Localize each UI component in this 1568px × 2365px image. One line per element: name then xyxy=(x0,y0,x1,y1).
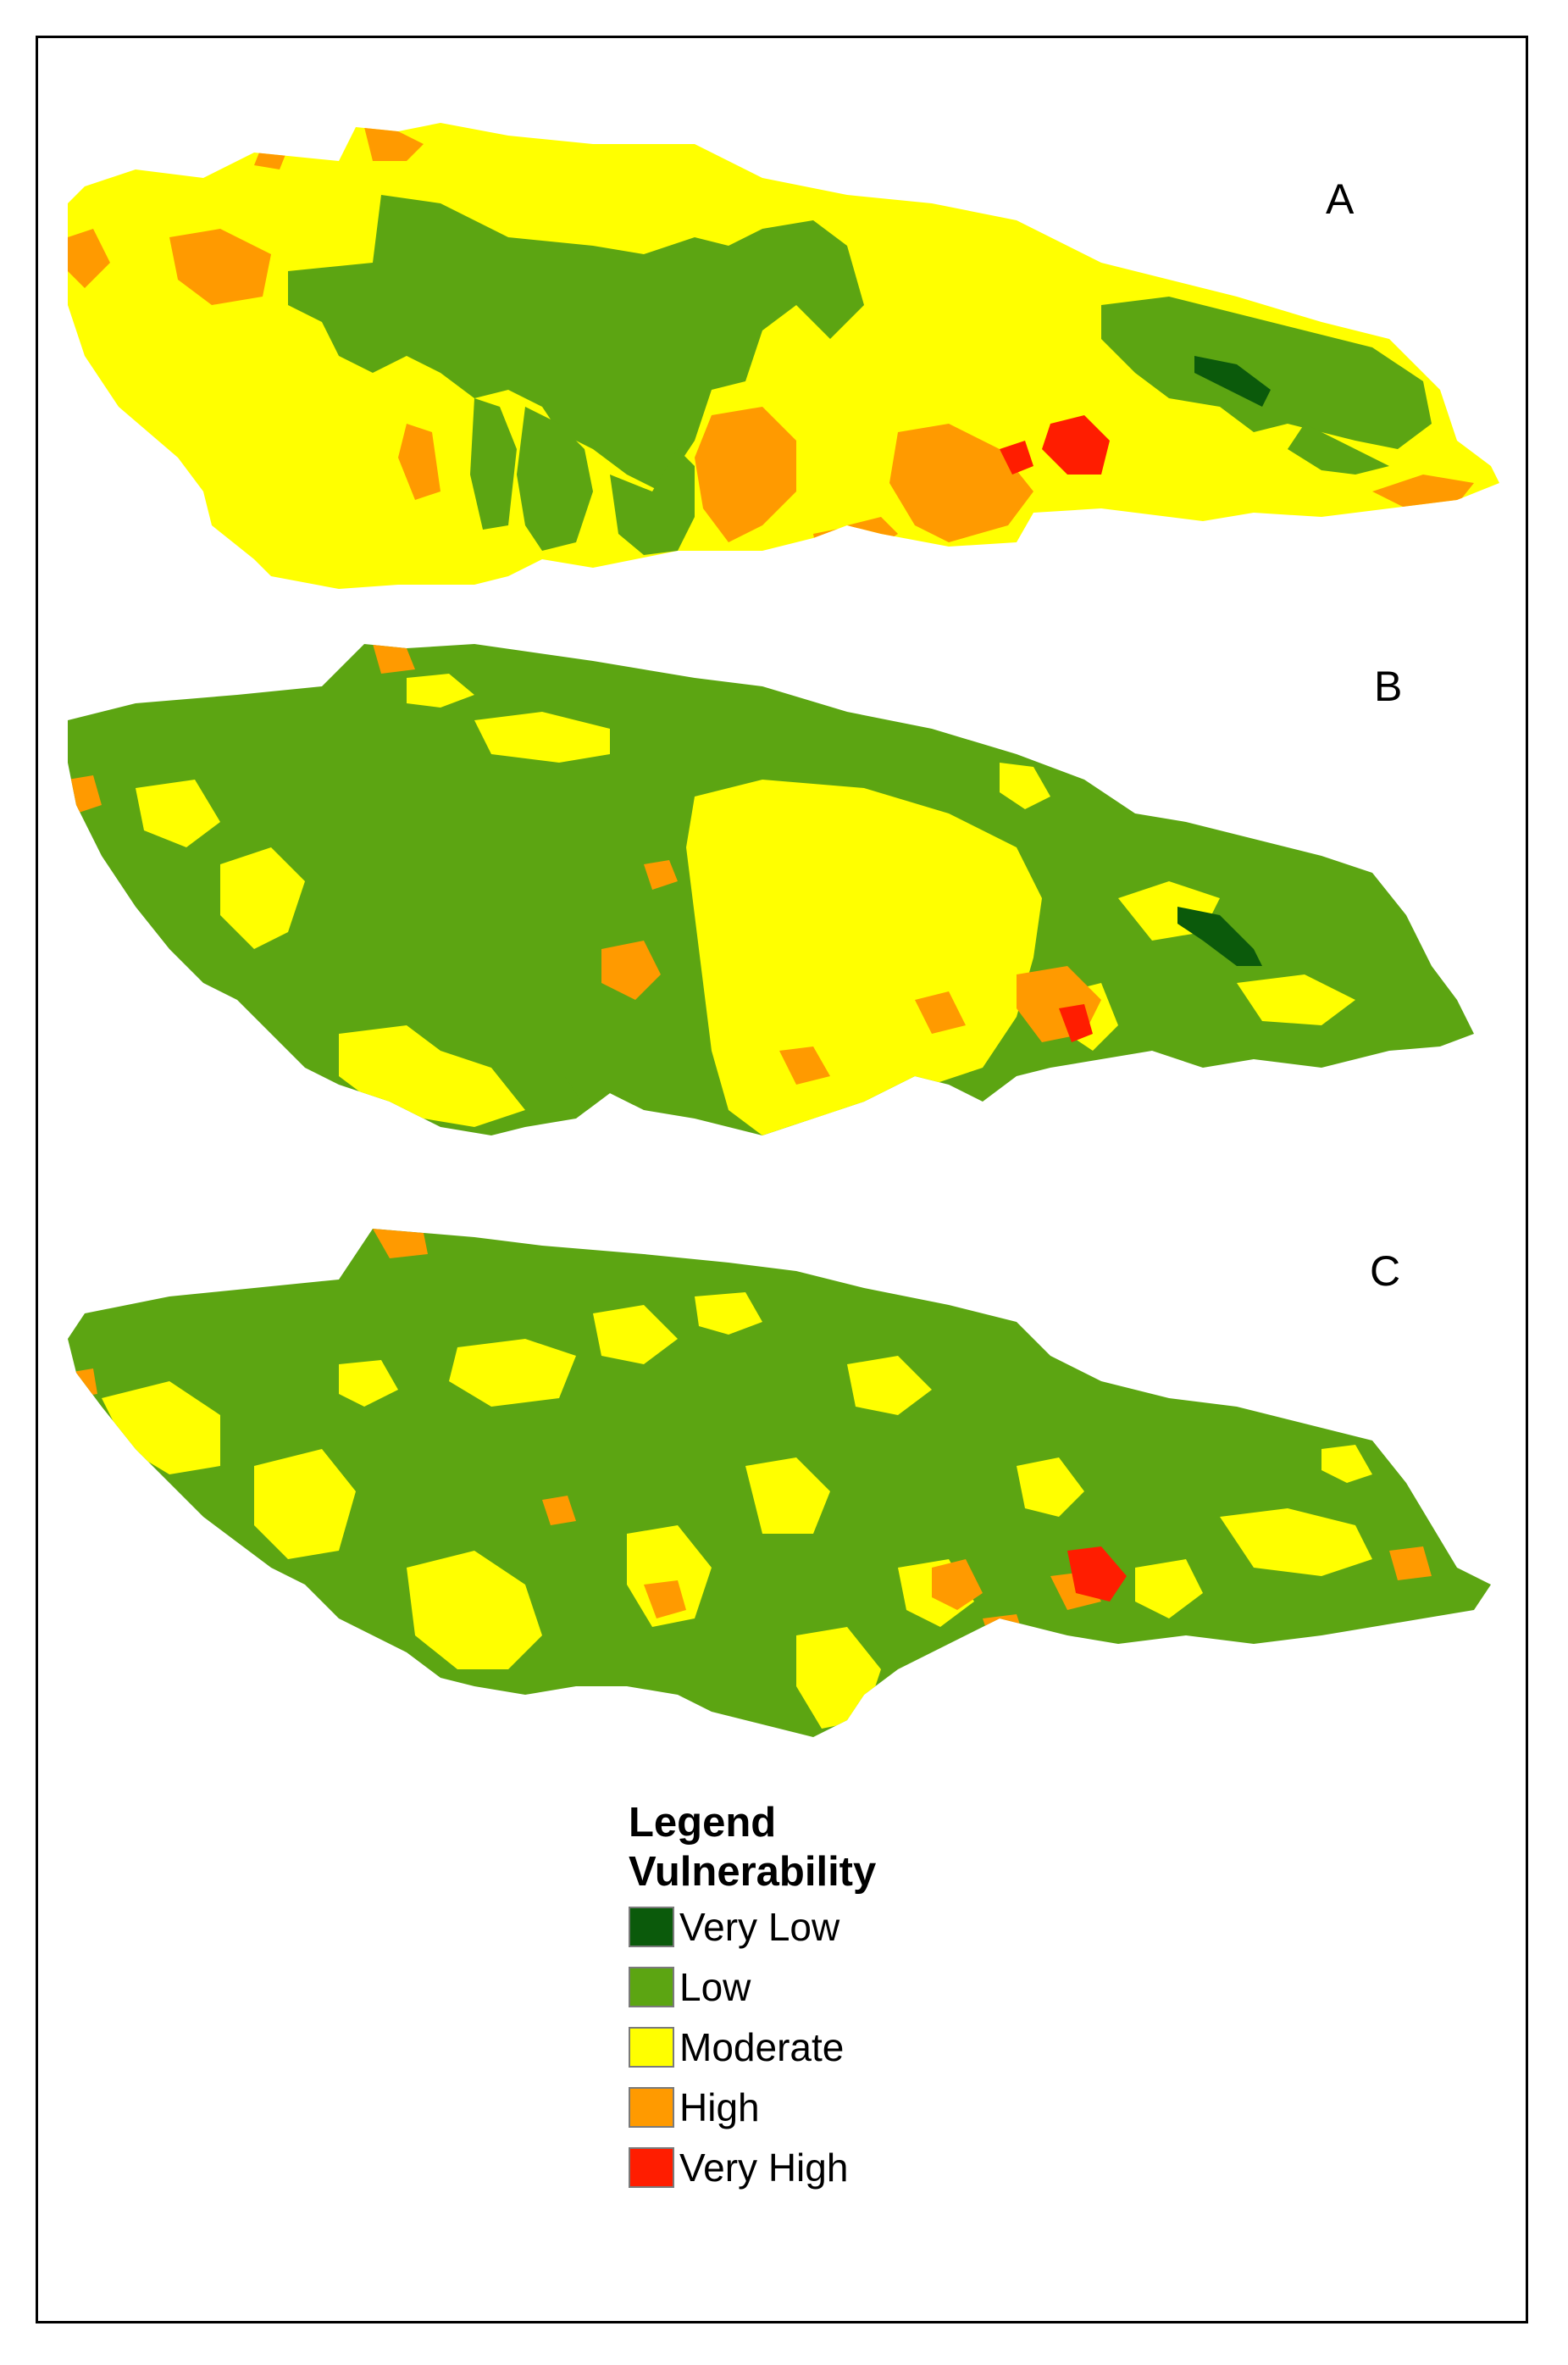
map-panel-c: C xyxy=(0,1212,1568,1788)
legend-label-very-high: Very High xyxy=(679,2145,849,2190)
legend-item-very-low: Very Low xyxy=(629,1896,1052,1957)
map-c xyxy=(68,1229,1491,1737)
legend-swatch-low xyxy=(629,1966,674,2007)
panel-label-a: A xyxy=(1326,175,1355,223)
map-panel-a: A xyxy=(0,51,1568,627)
legend-label-very-low: Very Low xyxy=(679,1904,840,1949)
legend-item-high: High xyxy=(629,2077,1052,2137)
map-legend: Legend Vulnerability Very Low Low Modera… xyxy=(629,1798,1052,2197)
map-panel-b: B xyxy=(0,627,1568,1203)
legend-label-moderate: Moderate xyxy=(679,2024,845,2069)
panel-label-c: C xyxy=(1370,1247,1401,1295)
legend-item-very-high: Very High xyxy=(629,2137,1052,2197)
legend-label-high: High xyxy=(679,2085,760,2129)
legend-swatch-high xyxy=(629,2086,674,2128)
panel-label-b: B xyxy=(1374,663,1403,710)
legend-item-moderate: Moderate xyxy=(629,2017,1052,2077)
map-b xyxy=(68,644,1474,1135)
legend-item-low: Low xyxy=(629,1957,1052,2017)
legend-swatch-very-low xyxy=(629,1906,674,1947)
legend-title: Legend xyxy=(629,1800,777,1846)
legend-subtitle: Vulnerability xyxy=(629,1849,877,1895)
legend-label-low: Low xyxy=(679,1964,751,2009)
legend-swatch-moderate xyxy=(629,2026,674,2068)
legend-swatch-very-high xyxy=(629,2146,674,2188)
map-a xyxy=(68,123,1499,589)
